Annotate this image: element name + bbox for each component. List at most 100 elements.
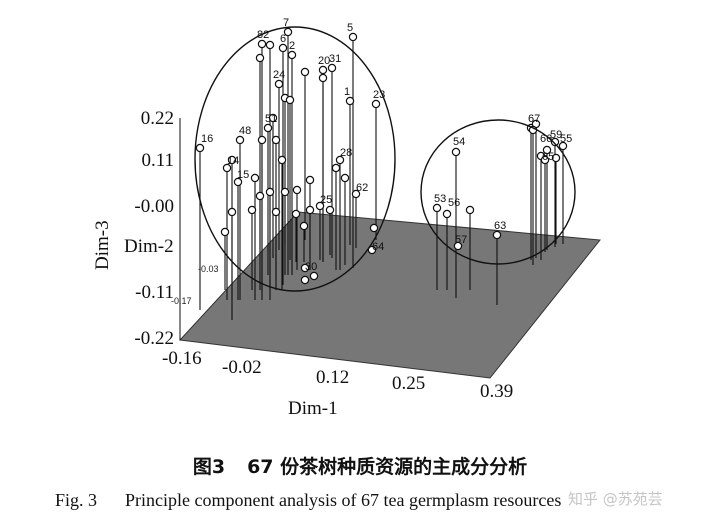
data-point-marker <box>305 175 315 185</box>
data-point-marker <box>271 207 281 217</box>
data-point-label: 1 <box>344 86 350 98</box>
z-tick-label: 0.11 <box>141 150 174 171</box>
data-point-marker <box>285 95 295 105</box>
data-point-marker <box>371 99 381 109</box>
data-point-marker <box>227 155 237 165</box>
data-point-marker <box>453 241 463 251</box>
z-axis-ticks: 0.22 0.11 -0.00 -0.11 -0.22 <box>134 108 174 349</box>
data-point-marker <box>291 209 301 219</box>
data-point-marker <box>220 227 230 237</box>
data-point-marker <box>315 201 325 211</box>
data-point-marker <box>235 135 245 145</box>
data-point-label: 65 <box>542 151 554 163</box>
data-point-label: 15 <box>237 169 249 181</box>
figure-caption-chinese: 图3 67 份茶树种质资源的主成分分析 <box>0 452 720 479</box>
data-point-marker <box>227 207 237 217</box>
data-point-marker <box>335 155 345 165</box>
data-point-label: 14 <box>227 155 239 167</box>
z-axis-title: Dim-3 <box>92 220 113 270</box>
data-point-marker <box>257 135 267 145</box>
data-point-marker <box>250 173 260 183</box>
data-point-marker <box>442 209 452 219</box>
data-point-marker <box>274 79 284 89</box>
x-axis-title: Dim-1 <box>288 398 338 419</box>
data-point-label: 59 <box>550 129 562 141</box>
data-point-marker <box>255 191 265 201</box>
data-point-label: 82 <box>257 29 269 41</box>
data-point-marker <box>195 143 205 153</box>
data-point-marker <box>247 205 257 215</box>
data-point-label: 5 <box>347 22 353 34</box>
data-point-marker <box>369 223 379 233</box>
data-point-label: 56 <box>448 197 460 209</box>
data-point-marker <box>558 141 568 151</box>
x-tick-label: 0.39 <box>480 381 513 402</box>
pca-3d-chart: 0.22 0.11 -0.00 -0.11 -0.22 Dim-3 Dim-2 … <box>92 17 601 419</box>
data-point-label: 31 <box>329 53 341 65</box>
x-tick-label: -0.16 <box>162 348 202 369</box>
figure-number-en: Fig. 3 <box>55 490 98 510</box>
data-point-label: 16 <box>201 133 213 145</box>
data-point-marker <box>318 73 328 83</box>
data-point-label: 63 <box>494 220 506 232</box>
data-point-marker <box>465 205 475 215</box>
data-point-marker <box>367 245 377 255</box>
z-tick-label: 0.22 <box>141 108 174 129</box>
data-point-marker <box>340 173 350 183</box>
data-point-marker <box>351 189 361 199</box>
z-tick-label: -0.22 <box>134 328 174 349</box>
data-point-label: 23 <box>373 89 385 101</box>
z-tick-label: -0.00 <box>134 196 174 217</box>
data-point-label: 7 <box>283 17 289 29</box>
data-point-marker <box>263 123 273 133</box>
data-point-marker <box>492 230 502 240</box>
data-point-marker <box>345 96 355 106</box>
data-point-marker <box>271 135 281 145</box>
data-point-label: 48 <box>239 125 251 137</box>
figure-title-cn: 67 份茶树种质资源的主成分分析 <box>247 456 528 478</box>
x-tick-label: 0.12 <box>316 367 349 388</box>
data-point-label: 64 <box>372 241 384 253</box>
figure-title-en: Principle component analysis of 67 tea g… <box>125 490 562 510</box>
data-point-label: 6 <box>280 33 286 45</box>
x-tick-label: -0.02 <box>222 357 262 378</box>
data-point-label: 66 <box>540 133 552 145</box>
minor-label: -0.03 <box>198 264 219 274</box>
y-axis-title: Dim-2 <box>124 236 174 257</box>
data-point-marker <box>255 53 265 63</box>
watermark-text: 知乎 @苏苑芸 <box>568 490 663 508</box>
data-point-marker <box>542 145 552 155</box>
data-point-label: 28 <box>340 147 352 159</box>
data-point-label: 54 <box>453 136 465 148</box>
data-point-label: 53 <box>434 193 446 205</box>
data-point-marker <box>451 147 461 157</box>
x-tick-label: 0.25 <box>392 373 425 394</box>
data-point-marker <box>265 187 275 197</box>
data-point-label: 51 <box>265 113 277 125</box>
data-point-marker <box>305 205 315 215</box>
data-point-marker <box>540 155 550 165</box>
data-point-marker <box>277 155 287 165</box>
data-point-marker <box>222 163 232 173</box>
data-point-marker <box>300 67 310 77</box>
data-point-label: 67 <box>528 113 540 125</box>
figure-caption-english: Fig. 3 Principle component analysis of 67… <box>55 490 561 511</box>
data-point-label: 2 <box>289 40 295 52</box>
data-point-label: 24 <box>273 69 285 81</box>
data-point-label: 57 <box>455 234 467 246</box>
data-point-marker <box>318 65 328 75</box>
minor-label: -0.17 <box>171 296 192 306</box>
data-point-marker <box>300 263 310 273</box>
data-point-label: 55 <box>560 133 572 145</box>
data-point-marker <box>348 32 358 42</box>
data-point-marker <box>325 205 335 215</box>
data-point-marker <box>300 275 310 285</box>
data-point-marker <box>280 187 290 197</box>
marker-layer <box>195 27 568 285</box>
data-point-marker <box>233 177 243 187</box>
data-point-label: 25 <box>320 194 332 206</box>
data-point-label: 20 <box>318 55 330 67</box>
figure-number-cn: 图3 <box>192 456 226 478</box>
data-point-marker <box>257 39 267 49</box>
